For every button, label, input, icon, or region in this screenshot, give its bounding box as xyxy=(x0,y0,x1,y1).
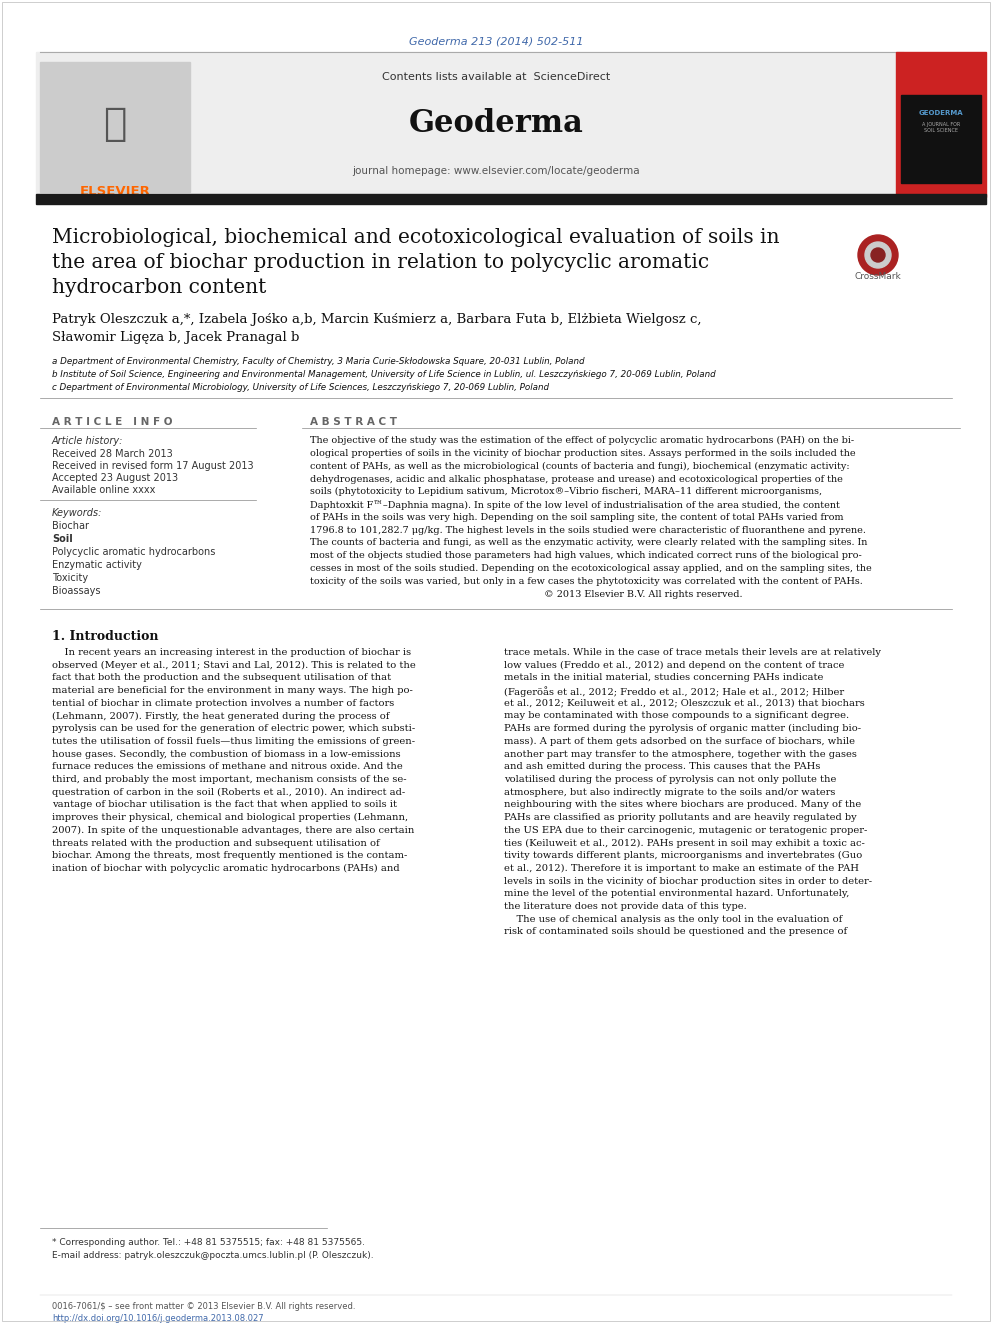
Bar xyxy=(901,95,981,183)
Text: 0016-7061/$ – see front matter © 2013 Elsevier B.V. All rights reserved.: 0016-7061/$ – see front matter © 2013 El… xyxy=(52,1302,355,1311)
Text: risk of contaminated soils should be questioned and the presence of: risk of contaminated soils should be que… xyxy=(504,927,847,937)
Circle shape xyxy=(858,235,898,275)
Text: Geoderma 213 (2014) 502-511: Geoderma 213 (2014) 502-511 xyxy=(409,36,583,46)
Text: hydrocarbon content: hydrocarbon content xyxy=(52,278,267,296)
Text: house gases. Secondly, the combustion of biomass in a low-emissions: house gases. Secondly, the combustion of… xyxy=(52,750,401,758)
Circle shape xyxy=(871,247,885,262)
Text: vantage of biochar utilisation is the fact that when applied to soils it: vantage of biochar utilisation is the fa… xyxy=(52,800,397,810)
Text: content of PAHs, as well as the microbiological (counts of bacteria and fungi), : content of PAHs, as well as the microbio… xyxy=(310,462,849,471)
Text: Bioassays: Bioassays xyxy=(52,586,100,595)
Text: 1. Introduction: 1. Introduction xyxy=(52,630,159,643)
Text: Keywords:: Keywords: xyxy=(52,508,102,519)
Text: Polycyclic aromatic hydrocarbons: Polycyclic aromatic hydrocarbons xyxy=(52,546,215,557)
Text: The objective of the study was the estimation of the effect of polycyclic aromat: The objective of the study was the estim… xyxy=(310,437,854,445)
Text: A B S T R A C T: A B S T R A C T xyxy=(310,417,397,427)
Text: ELSEVIER: ELSEVIER xyxy=(79,185,151,198)
Text: threats related with the production and subsequent utilisation of: threats related with the production and … xyxy=(52,839,380,848)
Text: pyrolysis can be used for the generation of electric power, which substi-: pyrolysis can be used for the generation… xyxy=(52,724,416,733)
Text: Article history:: Article history: xyxy=(52,437,123,446)
Text: of PAHs in the soils was very high. Depending on the soil sampling site, the con: of PAHs in the soils was very high. Depe… xyxy=(310,513,843,521)
Text: furnace reduces the emissions of methane and nitrous oxide. And the: furnace reduces the emissions of methane… xyxy=(52,762,403,771)
Text: neighbouring with the sites where biochars are produced. Many of the: neighbouring with the sites where biocha… xyxy=(504,800,861,810)
Text: * Corresponding author. Tel.: +48 81 5375515; fax: +48 81 5375565.: * Corresponding author. Tel.: +48 81 537… xyxy=(52,1238,365,1248)
Text: A JOURNAL FOR
SOIL SCIENCE: A JOURNAL FOR SOIL SCIENCE xyxy=(922,122,960,132)
Text: fact that both the production and the subsequent utilisation of that: fact that both the production and the su… xyxy=(52,673,391,683)
Text: mass). A part of them gets adsorbed on the surface of biochars, while: mass). A part of them gets adsorbed on t… xyxy=(504,737,855,746)
Text: In recent years an increasing interest in the production of biochar is: In recent years an increasing interest i… xyxy=(52,648,411,658)
Text: Received in revised form 17 August 2013: Received in revised form 17 August 2013 xyxy=(52,460,254,471)
Text: Patryk Oleszczuk a,*, Izabela Jośko a,b, Marcin Kuśmierz a, Barbara Futa b, Elżb: Patryk Oleszczuk a,*, Izabela Jośko a,b,… xyxy=(52,314,701,325)
Text: 1796.8 to 101,282.7 μg/kg. The highest levels in the soils studied were characte: 1796.8 to 101,282.7 μg/kg. The highest l… xyxy=(310,525,866,534)
Text: Sławomir Ligęza b, Jacek Pranagal b: Sławomir Ligęza b, Jacek Pranagal b xyxy=(52,331,300,344)
Text: third, and probably the most important, mechanism consists of the se-: third, and probably the most important, … xyxy=(52,775,407,785)
Text: (Lehmann, 2007). Firstly, the heat generated during the process of: (Lehmann, 2007). Firstly, the heat gener… xyxy=(52,712,390,721)
Text: observed (Meyer et al., 2011; Stavi and Lal, 2012). This is related to the: observed (Meyer et al., 2011; Stavi and … xyxy=(52,660,416,669)
Text: Enzymatic activity: Enzymatic activity xyxy=(52,560,142,570)
Text: Accepted 23 August 2013: Accepted 23 August 2013 xyxy=(52,474,179,483)
Text: et al., 2012; Keiluweit et al., 2012; Oleszczuk et al., 2013) that biochars: et al., 2012; Keiluweit et al., 2012; Ol… xyxy=(504,699,865,708)
Text: Daphtoxkit F™–Daphnia magna). In spite of the low level of industrialisation of : Daphtoxkit F™–Daphnia magna). In spite o… xyxy=(310,500,840,509)
Text: mine the level of the potential environmental hazard. Unfortunately,: mine the level of the potential environm… xyxy=(504,889,849,898)
Text: questration of carbon in the soil (Roberts et al., 2010). An indirect ad-: questration of carbon in the soil (Rober… xyxy=(52,787,406,796)
Text: Contents lists available at  ScienceDirect: Contents lists available at ScienceDirec… xyxy=(382,71,610,82)
Text: Soil: Soil xyxy=(52,534,72,544)
Text: most of the objects studied those parameters had high values, which indicated co: most of the objects studied those parame… xyxy=(310,552,862,560)
Text: tutes the utilisation of fossil fuels—thus limiting the emissions of green-: tutes the utilisation of fossil fuels—th… xyxy=(52,737,415,746)
Text: tivity towards different plants, microorganisms and invertebrates (Guo: tivity towards different plants, microor… xyxy=(504,851,862,860)
Text: PAHs are formed during the pyrolysis of organic matter (including bio-: PAHs are formed during the pyrolysis of … xyxy=(504,724,861,733)
Text: GEODERMA: GEODERMA xyxy=(919,110,963,116)
Text: trace metals. While in the case of trace metals their levels are at relatively: trace metals. While in the case of trace… xyxy=(504,648,881,658)
Text: biochar. Among the threats, most frequently mentioned is the contam-: biochar. Among the threats, most frequen… xyxy=(52,851,408,860)
Text: Available online xxxx: Available online xxxx xyxy=(52,486,156,495)
Text: cesses in most of the soils studied. Depending on the ecotoxicological assay app: cesses in most of the soils studied. Dep… xyxy=(310,564,872,573)
Text: E-mail address: patryk.oleszczuk@poczta.umcs.lublin.pl (P. Oleszczuk).: E-mail address: patryk.oleszczuk@poczta.… xyxy=(52,1252,374,1259)
Text: ties (Keiluweit et al., 2012). PAHs present in soil may exhibit a toxic ac-: ties (Keiluweit et al., 2012). PAHs pres… xyxy=(504,839,865,848)
Text: metals in the initial material, studies concerning PAHs indicate: metals in the initial material, studies … xyxy=(504,673,823,683)
Text: et al., 2012). Therefore it is important to make an estimate of the PAH: et al., 2012). Therefore it is important… xyxy=(504,864,859,873)
Text: A R T I C L E   I N F O: A R T I C L E I N F O xyxy=(52,417,173,427)
Text: Toxicity: Toxicity xyxy=(52,573,88,583)
Text: the literature does not provide data of this type.: the literature does not provide data of … xyxy=(504,902,747,912)
Bar xyxy=(896,52,986,197)
Text: volatilised during the process of pyrolysis can not only pollute the: volatilised during the process of pyroly… xyxy=(504,775,836,785)
Text: levels in soils in the vicinity of biochar production sites in order to deter-: levels in soils in the vicinity of bioch… xyxy=(504,877,872,885)
Text: low values (Freddo et al., 2012) and depend on the content of trace: low values (Freddo et al., 2012) and dep… xyxy=(504,660,844,669)
Text: (Fageröås et al., 2012; Freddo et al., 2012; Hale et al., 2012; Hilber: (Fageröås et al., 2012; Freddo et al., 2… xyxy=(504,687,844,697)
Text: The counts of bacteria and fungi, as well as the enzymatic activity, were clearl: The counts of bacteria and fungi, as wel… xyxy=(310,538,867,548)
Text: CrossMark: CrossMark xyxy=(855,273,902,280)
Text: PAHs are classified as priority pollutants and are heavily regulated by: PAHs are classified as priority pollutan… xyxy=(504,814,857,822)
Text: atmosphere, but also indirectly migrate to the soils and/or waters: atmosphere, but also indirectly migrate … xyxy=(504,787,835,796)
Text: Geoderma: Geoderma xyxy=(409,108,583,139)
Text: toxicity of the soils was varied, but only in a few cases the phytotoxicity was : toxicity of the soils was varied, but on… xyxy=(310,577,863,586)
Text: © 2013 Elsevier B.V. All rights reserved.: © 2013 Elsevier B.V. All rights reserved… xyxy=(310,590,742,598)
Text: may be contaminated with those compounds to a significant degree.: may be contaminated with those compounds… xyxy=(504,712,849,721)
Text: Biochar: Biochar xyxy=(52,521,89,531)
Text: journal homepage: www.elsevier.com/locate/geoderma: journal homepage: www.elsevier.com/locat… xyxy=(352,165,640,176)
Bar xyxy=(36,194,986,204)
Text: Microbiological, biochemical and ecotoxicological evaluation of soils in: Microbiological, biochemical and ecotoxi… xyxy=(52,228,780,247)
Text: and ash emitted during the process. This causes that the PAHs: and ash emitted during the process. This… xyxy=(504,762,820,771)
Text: material are beneficial for the environment in many ways. The high po-: material are beneficial for the environm… xyxy=(52,687,413,695)
Text: 🌳: 🌳 xyxy=(103,105,127,143)
Text: 2007). In spite of the unquestionable advantages, there are also certain: 2007). In spite of the unquestionable ad… xyxy=(52,826,415,835)
Bar xyxy=(36,52,896,194)
Text: the area of biochar production in relation to polycyclic aromatic: the area of biochar production in relati… xyxy=(52,253,709,273)
Text: The use of chemical analysis as the only tool in the evaluation of: The use of chemical analysis as the only… xyxy=(504,914,842,923)
Text: b Institute of Soil Science, Engineering and Environmental Management, Universit: b Institute of Soil Science, Engineering… xyxy=(52,370,715,378)
Text: a Department of Environmental Chemistry, Faculty of Chemistry, 3 Maria Curie-Skł: a Department of Environmental Chemistry,… xyxy=(52,357,584,366)
Text: dehydrogenases, acidic and alkalic phosphatase, protease and urease) and ecotoxi: dehydrogenases, acidic and alkalic phosp… xyxy=(310,475,843,483)
Text: http://dx.doi.org/10.1016/j.geoderma.2013.08.027: http://dx.doi.org/10.1016/j.geoderma.201… xyxy=(52,1314,264,1323)
Text: improves their physical, chemical and biological properties (Lehmann,: improves their physical, chemical and bi… xyxy=(52,814,408,822)
Text: ological properties of soils in the vicinity of biochar production sites. Assays: ological properties of soils in the vici… xyxy=(310,448,856,458)
Text: the US EPA due to their carcinogenic, mutagenic or teratogenic proper-: the US EPA due to their carcinogenic, mu… xyxy=(504,826,867,835)
Text: tential of biochar in climate protection involves a number of factors: tential of biochar in climate protection… xyxy=(52,699,394,708)
Text: c Department of Environmental Microbiology, University of Life Sciences, Leszczy: c Department of Environmental Microbiolo… xyxy=(52,382,549,392)
Circle shape xyxy=(865,242,891,269)
Bar xyxy=(40,62,190,192)
Text: Received 28 March 2013: Received 28 March 2013 xyxy=(52,448,173,459)
Text: ination of biochar with polycyclic aromatic hydrocarbons (PAHs) and: ination of biochar with polycyclic aroma… xyxy=(52,864,400,873)
Text: another part may transfer to the atmosphere, together with the gases: another part may transfer to the atmosph… xyxy=(504,750,857,758)
Text: soils (phytotoxicity to Lepidium sativum, Microtox®–Vibrio fischeri, MARA–11 dif: soils (phytotoxicity to Lepidium sativum… xyxy=(310,487,822,496)
